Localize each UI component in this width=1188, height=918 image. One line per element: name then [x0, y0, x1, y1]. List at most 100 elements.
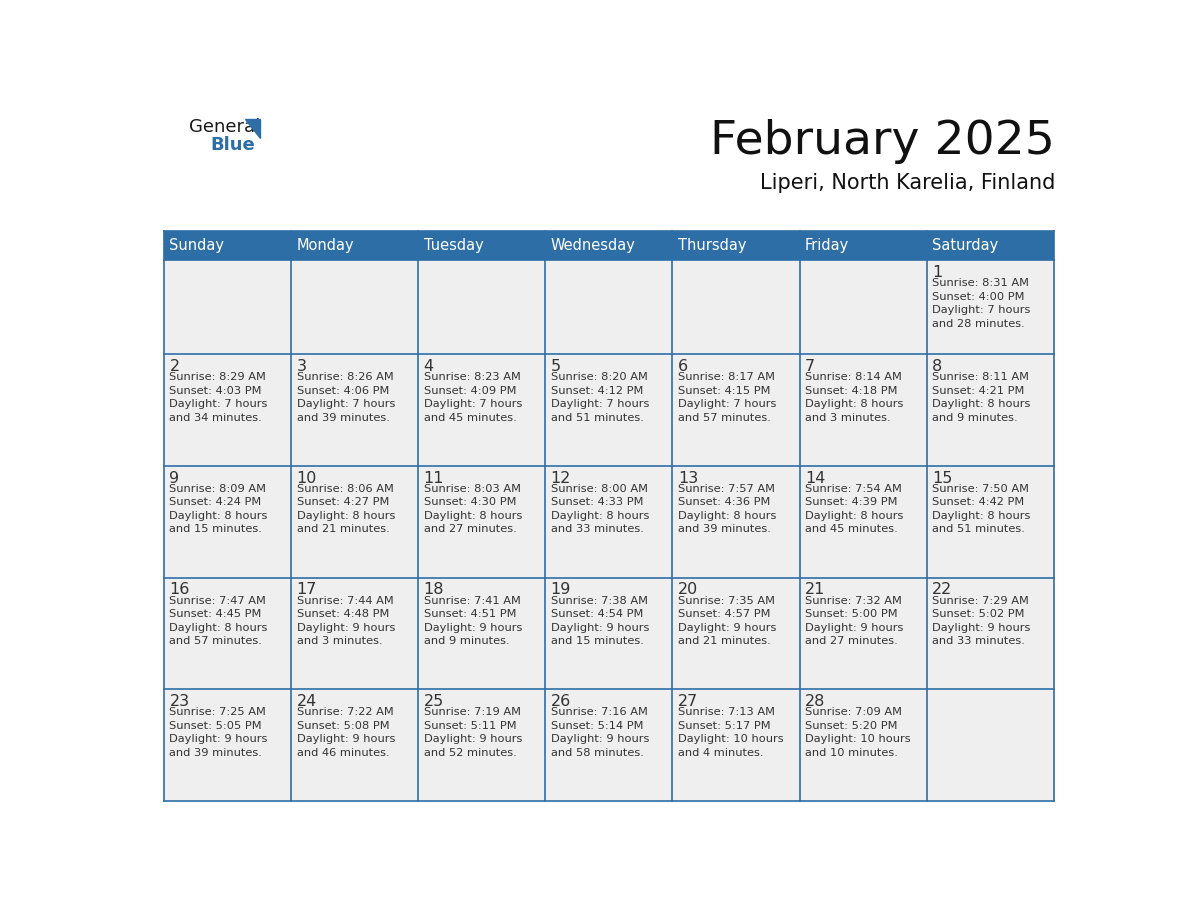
Text: Sunset: 4:12 PM: Sunset: 4:12 PM — [551, 386, 643, 396]
Text: and 9 minutes.: and 9 minutes. — [424, 636, 510, 646]
Text: Sunset: 5:08 PM: Sunset: 5:08 PM — [297, 721, 390, 731]
Text: 13: 13 — [678, 471, 699, 486]
Text: Daylight: 8 hours: Daylight: 8 hours — [551, 511, 649, 521]
Text: Sunset: 5:02 PM: Sunset: 5:02 PM — [933, 610, 1024, 619]
Text: Daylight: 9 hours: Daylight: 9 hours — [297, 734, 394, 744]
Text: and 33 minutes.: and 33 minutes. — [551, 524, 644, 534]
Text: 22: 22 — [933, 582, 953, 598]
Text: Daylight: 9 hours: Daylight: 9 hours — [170, 734, 267, 744]
Text: Sunset: 4:36 PM: Sunset: 4:36 PM — [678, 498, 770, 508]
Text: Daylight: 9 hours: Daylight: 9 hours — [551, 734, 649, 744]
Text: Sunrise: 7:25 AM: Sunrise: 7:25 AM — [170, 707, 266, 717]
Text: Sunrise: 7:22 AM: Sunrise: 7:22 AM — [297, 707, 393, 717]
Text: and 21 minutes.: and 21 minutes. — [297, 524, 390, 534]
Bar — [164, 354, 1054, 466]
Text: Sunset: 4:48 PM: Sunset: 4:48 PM — [297, 610, 388, 619]
Text: Daylight: 8 hours: Daylight: 8 hours — [170, 622, 267, 633]
Text: Sunrise: 7:47 AM: Sunrise: 7:47 AM — [170, 596, 266, 606]
Text: 16: 16 — [170, 582, 190, 598]
Text: Sunset: 4:21 PM: Sunset: 4:21 PM — [933, 386, 1024, 396]
Text: Wednesday: Wednesday — [551, 238, 636, 253]
Text: Tuesday: Tuesday — [424, 238, 484, 253]
Text: Sunrise: 8:20 AM: Sunrise: 8:20 AM — [551, 373, 647, 382]
Text: 18: 18 — [424, 582, 444, 598]
Text: and 51 minutes.: and 51 minutes. — [551, 413, 644, 423]
Text: Sunset: 4:09 PM: Sunset: 4:09 PM — [424, 386, 516, 396]
Text: Thursday: Thursday — [678, 238, 746, 253]
Text: Sunset: 4:15 PM: Sunset: 4:15 PM — [678, 386, 770, 396]
Text: and 27 minutes.: and 27 minutes. — [805, 636, 898, 646]
Text: Sunrise: 7:57 AM: Sunrise: 7:57 AM — [678, 484, 775, 494]
Text: and 3 minutes.: and 3 minutes. — [805, 413, 891, 423]
Text: Sunset: 4:06 PM: Sunset: 4:06 PM — [297, 386, 388, 396]
Text: 9: 9 — [170, 471, 179, 486]
Text: 14: 14 — [805, 471, 826, 486]
Text: Daylight: 7 hours: Daylight: 7 hours — [933, 306, 1030, 316]
Text: Sunrise: 7:13 AM: Sunrise: 7:13 AM — [678, 707, 775, 717]
Text: Sunrise: 8:09 AM: Sunrise: 8:09 AM — [170, 484, 266, 494]
Text: 1: 1 — [933, 265, 942, 280]
Text: Daylight: 9 hours: Daylight: 9 hours — [551, 622, 649, 633]
Text: Sunrise: 7:38 AM: Sunrise: 7:38 AM — [551, 596, 647, 606]
Text: and 45 minutes.: and 45 minutes. — [424, 413, 517, 423]
Text: 24: 24 — [297, 694, 317, 709]
Text: Sunrise: 8:31 AM: Sunrise: 8:31 AM — [933, 278, 1029, 288]
Text: Sunrise: 8:11 AM: Sunrise: 8:11 AM — [933, 373, 1029, 382]
Text: Sunrise: 8:23 AM: Sunrise: 8:23 AM — [424, 373, 520, 382]
Text: and 33 minutes.: and 33 minutes. — [933, 636, 1025, 646]
Text: 20: 20 — [678, 582, 699, 598]
Text: Sunrise: 8:03 AM: Sunrise: 8:03 AM — [424, 484, 520, 494]
Text: Friday: Friday — [805, 238, 849, 253]
Text: Sunrise: 7:09 AM: Sunrise: 7:09 AM — [805, 707, 902, 717]
Bar — [164, 466, 1054, 577]
Text: Daylight: 9 hours: Daylight: 9 hours — [424, 734, 522, 744]
Text: 5: 5 — [551, 359, 561, 374]
Text: 25: 25 — [424, 694, 444, 709]
Text: 27: 27 — [678, 694, 699, 709]
Text: Sunday: Sunday — [170, 238, 225, 253]
Text: 8: 8 — [933, 359, 942, 374]
Bar — [164, 231, 1054, 261]
Text: Daylight: 8 hours: Daylight: 8 hours — [424, 511, 522, 521]
Text: Sunset: 4:54 PM: Sunset: 4:54 PM — [551, 610, 643, 619]
Text: and 51 minutes.: and 51 minutes. — [933, 524, 1025, 534]
Bar — [164, 689, 1054, 800]
Text: Sunrise: 8:06 AM: Sunrise: 8:06 AM — [297, 484, 393, 494]
Text: 23: 23 — [170, 694, 190, 709]
Text: Blue: Blue — [210, 137, 255, 154]
Text: Sunrise: 7:41 AM: Sunrise: 7:41 AM — [424, 596, 520, 606]
Text: Sunrise: 8:26 AM: Sunrise: 8:26 AM — [297, 373, 393, 382]
Text: Sunset: 4:42 PM: Sunset: 4:42 PM — [933, 498, 1024, 508]
Text: Daylight: 9 hours: Daylight: 9 hours — [297, 622, 394, 633]
Text: Daylight: 8 hours: Daylight: 8 hours — [933, 399, 1030, 409]
Text: Sunset: 4:18 PM: Sunset: 4:18 PM — [805, 386, 897, 396]
Text: Daylight: 9 hours: Daylight: 9 hours — [424, 622, 522, 633]
Text: and 3 minutes.: and 3 minutes. — [297, 636, 383, 646]
Text: Daylight: 10 hours: Daylight: 10 hours — [805, 734, 910, 744]
Text: Daylight: 8 hours: Daylight: 8 hours — [678, 511, 776, 521]
Polygon shape — [245, 118, 260, 138]
Text: Sunset: 5:20 PM: Sunset: 5:20 PM — [805, 721, 897, 731]
Text: Sunset: 4:45 PM: Sunset: 4:45 PM — [170, 610, 261, 619]
Text: 10: 10 — [297, 471, 317, 486]
Text: 15: 15 — [933, 471, 953, 486]
Text: and 57 minutes.: and 57 minutes. — [170, 636, 263, 646]
Text: Sunrise: 7:54 AM: Sunrise: 7:54 AM — [805, 484, 902, 494]
Text: and 57 minutes.: and 57 minutes. — [678, 413, 771, 423]
Text: Sunrise: 7:16 AM: Sunrise: 7:16 AM — [551, 707, 647, 717]
Text: 21: 21 — [805, 582, 826, 598]
Text: February 2025: February 2025 — [710, 119, 1055, 164]
Text: and 46 minutes.: and 46 minutes. — [297, 748, 390, 757]
Text: and 39 minutes.: and 39 minutes. — [678, 524, 771, 534]
Text: 11: 11 — [424, 471, 444, 486]
Bar — [164, 577, 1054, 689]
Text: Daylight: 7 hours: Daylight: 7 hours — [551, 399, 649, 409]
Text: 26: 26 — [551, 694, 571, 709]
Text: and 15 minutes.: and 15 minutes. — [551, 636, 644, 646]
Text: Sunrise: 7:32 AM: Sunrise: 7:32 AM — [805, 596, 902, 606]
Text: Sunset: 4:39 PM: Sunset: 4:39 PM — [805, 498, 897, 508]
Text: and 21 minutes.: and 21 minutes. — [678, 636, 771, 646]
Text: Sunrise: 7:29 AM: Sunrise: 7:29 AM — [933, 596, 1029, 606]
Text: Sunrise: 8:29 AM: Sunrise: 8:29 AM — [170, 373, 266, 382]
Text: Liperi, North Karelia, Finland: Liperi, North Karelia, Finland — [760, 174, 1055, 194]
